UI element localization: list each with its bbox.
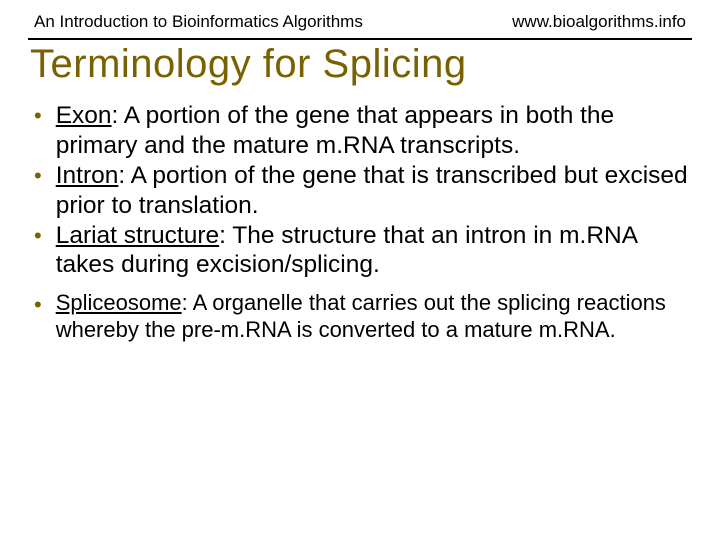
header-left-text: An Introduction to Bioinformatics Algori… (34, 12, 363, 32)
bullet-item: • Exon: A portion of the gene that appear… (34, 101, 692, 161)
bullet-dot-icon: • (34, 101, 42, 131)
header-row: An Introduction to Bioinformatics Algori… (28, 12, 692, 38)
bullet-item: • Spliceosome: A organelle that carries o… (34, 290, 692, 344)
slide-title: Terminology for Splicing (30, 42, 692, 87)
divider (28, 38, 692, 40)
bullet-content: Exon: A portion of the gene that appears… (56, 101, 692, 161)
bullet-content: Intron: A portion of the gene that is tr… (56, 161, 692, 221)
bullet-dot-icon: • (34, 161, 42, 191)
bullet-item: • Lariat structure: The structure that an… (34, 221, 692, 281)
bullet-term: Lariat structure (56, 222, 219, 249)
bullet-list: • Exon: A portion of the gene that appear… (28, 101, 692, 344)
bullet-dot-icon: • (34, 290, 42, 320)
bullet-dot-icon: • (34, 221, 42, 251)
bullet-term: Spliceosome (56, 290, 182, 315)
bullet-content: Spliceosome: A organelle that carries ou… (56, 290, 692, 344)
bullet-content: Lariat structure: The structure that an … (56, 221, 692, 281)
slide: An Introduction to Bioinformatics Algori… (0, 0, 720, 540)
bullet-item: • Intron: A portion of the gene that is t… (34, 161, 692, 221)
bullet-term: Intron (56, 162, 119, 189)
bullet-text: : A portion of the gene that appears in … (56, 102, 614, 159)
bullet-term: Exon (56, 102, 112, 129)
bullet-text: : A portion of the gene that is transcri… (56, 162, 688, 219)
header-right-text: www.bioalgorithms.info (512, 12, 686, 32)
